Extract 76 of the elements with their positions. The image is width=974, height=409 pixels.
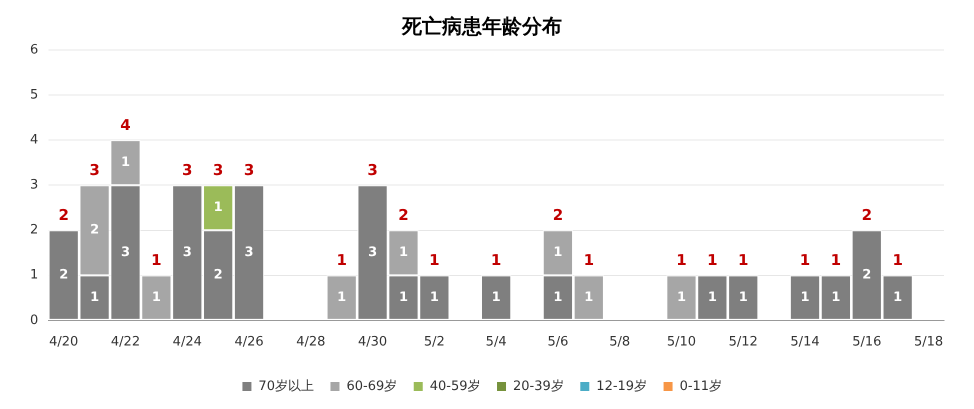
y-tick-label: 2 bbox=[30, 222, 38, 238]
data-label: 1 bbox=[120, 155, 130, 170]
total-label: 3 bbox=[244, 161, 254, 180]
total-label: 2 bbox=[398, 206, 409, 224]
x-tick-label: 4/20 bbox=[49, 334, 78, 350]
y-tick-label: 1 bbox=[30, 268, 38, 283]
y-tick-label: 3 bbox=[30, 178, 38, 193]
legend-label: 70岁以上 bbox=[258, 378, 314, 394]
total-label: 1 bbox=[800, 251, 810, 270]
data-label: 1 bbox=[337, 290, 346, 305]
x-tick-label: 5/8 bbox=[609, 334, 630, 350]
data-label: 1 bbox=[708, 290, 717, 305]
legend-label: 20-39岁 bbox=[513, 378, 564, 394]
total-label: 1 bbox=[892, 251, 903, 270]
x-tick-label: 4/22 bbox=[110, 334, 140, 350]
data-label: 1 bbox=[584, 290, 594, 305]
data-label: 1 bbox=[492, 290, 501, 305]
x-tick-label: 5/18 bbox=[914, 334, 944, 350]
total-label: 1 bbox=[151, 251, 162, 270]
data-label: 1 bbox=[893, 290, 902, 305]
data-label: 1 bbox=[398, 290, 408, 305]
data-label: 1 bbox=[738, 290, 748, 305]
data-label: 1 bbox=[800, 290, 810, 305]
data-label: 1 bbox=[553, 245, 562, 260]
data-label: 3 bbox=[368, 244, 378, 260]
y-tick-label: 0 bbox=[30, 312, 38, 328]
total-label: 3 bbox=[89, 161, 100, 180]
y-tick-label: 5 bbox=[30, 87, 38, 102]
data-label: 3 bbox=[182, 244, 192, 260]
data-label: 3 bbox=[244, 244, 254, 260]
data-label: 1 bbox=[214, 200, 223, 216]
data-label: 2 bbox=[59, 267, 68, 282]
chart-title: 死亡病患年龄分布 bbox=[401, 14, 562, 38]
x-tick-label: 4/28 bbox=[296, 334, 326, 350]
x-tick-label: 4/26 bbox=[234, 334, 264, 350]
total-label: 1 bbox=[738, 251, 748, 270]
total-label: 2 bbox=[58, 206, 69, 224]
x-tick-label: 5/14 bbox=[790, 334, 820, 350]
legend-label: 40-59岁 bbox=[430, 378, 481, 394]
x-tick-label: 5/12 bbox=[728, 334, 758, 350]
x-tick-label: 5/6 bbox=[547, 334, 568, 350]
data-label: 1 bbox=[676, 290, 686, 305]
legend-label: 0-11岁 bbox=[680, 378, 722, 394]
legend-label: 60-69岁 bbox=[346, 378, 398, 394]
x-tick-label: 5/4 bbox=[486, 334, 507, 350]
total-label: 4 bbox=[120, 116, 131, 134]
total-label: 2 bbox=[862, 206, 872, 224]
y-tick-label: 4 bbox=[30, 132, 38, 148]
x-tick-label: 5/16 bbox=[852, 334, 882, 350]
total-label: 2 bbox=[552, 206, 564, 224]
total-label: 3 bbox=[182, 161, 192, 180]
data-label: 3 bbox=[120, 244, 130, 260]
data-label: 2 bbox=[862, 267, 872, 282]
total-label: 3 bbox=[212, 161, 224, 180]
legend-label: 12-19岁 bbox=[596, 378, 648, 394]
data-label: 1 bbox=[553, 290, 562, 305]
x-tick-label: 5/2 bbox=[424, 334, 445, 350]
data-label: 1 bbox=[152, 290, 161, 305]
total-label: 1 bbox=[490, 251, 502, 270]
total-label: 1 bbox=[830, 251, 842, 270]
x-tick-label: 4/30 bbox=[358, 334, 388, 350]
total-label: 1 bbox=[676, 251, 687, 270]
total-label: 1 bbox=[584, 251, 594, 270]
data-label: 1 bbox=[831, 290, 840, 305]
x-tick-label: 5/10 bbox=[666, 334, 696, 350]
total-label: 3 bbox=[367, 161, 378, 180]
total-label: 1 bbox=[707, 251, 718, 270]
y-tick-label: 6 bbox=[30, 42, 38, 58]
data-label: 1 bbox=[430, 290, 439, 305]
data-label: 2 bbox=[214, 267, 223, 282]
x-tick-label: 4/24 bbox=[172, 334, 202, 350]
total-label: 1 bbox=[429, 251, 440, 270]
data-label: 1 bbox=[90, 290, 100, 305]
total-label: 1 bbox=[336, 251, 347, 270]
data-label: 1 bbox=[398, 245, 408, 260]
data-label: 2 bbox=[90, 222, 100, 238]
